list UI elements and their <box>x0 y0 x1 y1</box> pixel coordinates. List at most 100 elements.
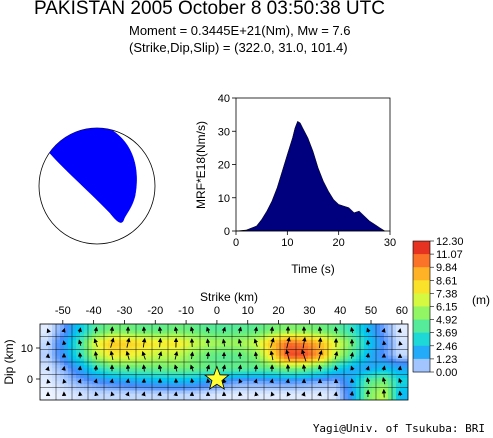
slip-cell <box>72 374 77 379</box>
slip-cell <box>284 339 289 344</box>
slip-cell <box>236 396 241 400</box>
slip-cell <box>160 381 165 385</box>
slip-cell <box>100 381 105 385</box>
slip-cell <box>240 377 245 382</box>
slip-cell <box>120 333 125 338</box>
slip-cell <box>228 333 233 338</box>
slip-cell <box>176 327 181 331</box>
mrf-y-tick-label: 20 <box>218 160 230 172</box>
slip-cell <box>116 355 121 360</box>
slip-cell <box>344 387 349 391</box>
slip-vector-arrow <box>270 391 275 397</box>
slip-cell <box>144 358 149 363</box>
slip-cell <box>228 355 233 360</box>
slip-cell <box>60 324 65 328</box>
slip-cell <box>156 387 161 391</box>
slip-vector-arrow <box>125 350 130 360</box>
slip-cell <box>200 358 205 363</box>
slip-cell <box>52 384 57 388</box>
slip-vector-arrow <box>253 338 259 347</box>
slip-cell <box>212 330 217 334</box>
slip-cell <box>52 346 57 350</box>
slip-cell <box>88 396 93 400</box>
slip-cell <box>360 387 365 391</box>
slip-cell <box>80 339 85 344</box>
slip-cell <box>260 339 265 344</box>
slip-cell <box>52 349 57 353</box>
slip-cell <box>376 330 381 334</box>
slip-cell <box>212 355 217 360</box>
slip-cell <box>152 365 157 369</box>
slip-cell <box>48 358 53 363</box>
slip-cell <box>160 362 165 366</box>
slip-cell <box>132 384 137 388</box>
slip-cell <box>376 381 381 385</box>
slip-cell <box>180 387 185 391</box>
slip-cell <box>148 362 153 366</box>
slip-cell <box>76 371 81 376</box>
slip-cell <box>148 368 153 372</box>
slip-cell <box>84 387 89 391</box>
slip-cell <box>308 327 313 331</box>
slip-cell <box>144 352 149 357</box>
slip-cell <box>76 358 81 363</box>
slip-cell <box>56 374 61 379</box>
slip-cell <box>232 393 237 398</box>
slip-cell <box>144 349 149 353</box>
slip-cell <box>248 358 253 363</box>
slip-cell <box>160 333 165 338</box>
slip-cell <box>64 387 69 391</box>
slip-cell <box>244 362 249 366</box>
slip-cell <box>76 330 81 334</box>
slip-cell <box>276 355 281 360</box>
slip-cell <box>400 362 405 366</box>
slip-cell <box>404 371 408 376</box>
slip-cell <box>320 374 325 379</box>
slip-cell <box>316 362 321 366</box>
slip-cell <box>64 327 69 331</box>
slip-cell <box>128 390 133 395</box>
slip-cell <box>308 371 313 376</box>
slip-cell <box>312 327 317 331</box>
slip-cell <box>364 343 369 347</box>
slip-cell <box>256 355 261 360</box>
slip-cell <box>284 393 289 398</box>
slip-cell <box>216 324 221 328</box>
slip-cell <box>400 336 405 341</box>
slip-cell <box>372 377 377 382</box>
slip-cell <box>72 387 77 391</box>
slip-cell <box>376 343 381 347</box>
slip-cell <box>388 346 393 350</box>
slip-cell <box>180 355 185 360</box>
slip-cell <box>228 374 233 379</box>
slip-cell <box>92 355 97 360</box>
slip-cell <box>136 349 141 353</box>
slip-cell <box>344 349 349 353</box>
slip-cell <box>376 346 381 350</box>
slip-cell <box>108 333 113 338</box>
slip-cell <box>180 362 185 366</box>
slip-cell <box>396 346 401 350</box>
slip-cell <box>216 346 221 350</box>
slip-cell <box>312 339 317 344</box>
slip-cell <box>56 330 61 334</box>
slip-y-axis-label: Dip (km) <box>2 339 16 384</box>
slip-cell <box>324 390 329 395</box>
slip-cell <box>192 346 197 350</box>
slip-cell <box>188 371 193 376</box>
slip-cell <box>44 336 49 341</box>
slip-cell <box>60 336 65 341</box>
slip-cell <box>80 368 85 372</box>
slip-cell <box>276 336 281 341</box>
slip-cell <box>404 333 408 338</box>
slip-cell <box>80 377 85 382</box>
slip-cell <box>196 387 201 391</box>
slip-cell <box>348 324 353 328</box>
slip-cell <box>340 381 345 385</box>
slip-cell <box>392 349 397 353</box>
slip-cell <box>240 346 245 350</box>
slip-cell <box>116 343 121 347</box>
slip-distribution-map: Strike (km) -50 -40 -30 -20 -10 0 10 20 30 40 50 60… <box>2 290 409 401</box>
slip-cell <box>52 336 57 341</box>
slip-cell <box>320 396 325 400</box>
